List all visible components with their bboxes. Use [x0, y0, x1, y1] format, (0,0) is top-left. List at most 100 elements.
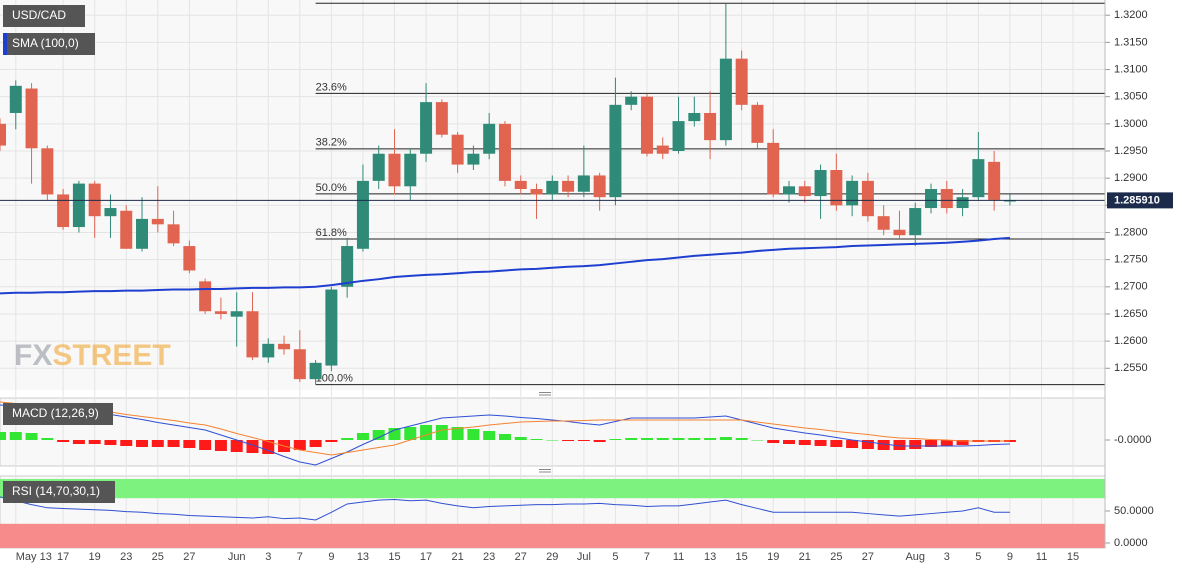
fib-label: 61.8%	[316, 227, 347, 239]
histogram-bar	[688, 438, 701, 440]
candle-body	[262, 343, 275, 358]
sma-label[interactable]: SMA (100,0)	[12, 36, 79, 50]
histogram-bar	[672, 438, 685, 440]
candle-body	[420, 102, 433, 154]
histogram-bar	[309, 440, 322, 447]
y-tick-label: 0.0000	[1114, 537, 1148, 549]
candle-body	[214, 311, 227, 314]
macd-badge[interactable]	[3, 403, 113, 425]
x-tick-label: Jul	[577, 551, 591, 563]
candle-body	[577, 175, 590, 192]
histogram-bar	[341, 438, 354, 440]
x-tick-label: 11	[1036, 551, 1047, 563]
candle-body	[814, 170, 827, 197]
y-tick-label: 1.2750	[1114, 254, 1148, 266]
y-tick-label: 1.2650	[1114, 308, 1148, 320]
histogram-bar	[420, 425, 433, 440]
x-tick-label: 7	[644, 551, 650, 563]
candle-body	[735, 58, 748, 105]
candle-body	[388, 153, 401, 187]
histogram-bar	[940, 440, 953, 446]
macd-label[interactable]: MACD (12,26,9)	[12, 406, 99, 420]
candle-body	[435, 102, 448, 135]
histogram-bar	[136, 440, 149, 447]
candle-body	[546, 180, 559, 195]
symbol-badge[interactable]	[3, 5, 85, 27]
x-tick-label: 13	[704, 551, 716, 563]
histogram-bar	[72, 440, 85, 444]
x-tick-label: 25	[830, 551, 842, 563]
candle-body	[656, 145, 669, 154]
candle-body	[609, 104, 622, 198]
candle-body	[9, 85, 22, 113]
histogram-bar	[41, 438, 54, 440]
candle-body	[246, 311, 259, 358]
candle-body	[830, 170, 843, 206]
candle-body	[798, 186, 811, 197]
fib-label: 50.0%	[316, 182, 347, 194]
candle-body	[672, 121, 685, 152]
histogram-bar	[356, 433, 369, 440]
x-tick-label: 7	[297, 551, 303, 563]
x-tick-label: 23	[483, 551, 495, 563]
histogram-bar	[704, 438, 717, 440]
candle-body	[309, 362, 322, 380]
candle-body	[293, 349, 306, 380]
candle-body	[688, 112, 701, 122]
candle-body	[562, 180, 575, 192]
rsi-badge[interactable]	[3, 481, 115, 503]
rsi-label[interactable]: RSI (14,70,30,1)	[12, 484, 100, 498]
rsi-line	[0, 496, 1010, 521]
histogram-bar	[719, 437, 732, 440]
histogram-bar	[846, 440, 859, 448]
x-tick-label: 27	[862, 551, 874, 563]
histogram-bar	[640, 438, 653, 440]
candle-body	[530, 189, 543, 195]
candle-body	[120, 210, 133, 249]
candle-body	[846, 180, 859, 206]
candle-body	[514, 180, 527, 190]
histogram-bar	[246, 440, 259, 453]
candle-body	[57, 194, 70, 228]
x-tick-label: 29	[546, 551, 558, 563]
x-tick-label: 13	[357, 551, 369, 563]
candle-body	[0, 123, 6, 146]
histogram-bar	[830, 440, 843, 447]
candle-body	[1003, 200, 1016, 202]
histogram-bar	[404, 427, 417, 440]
last-price-box	[1107, 192, 1173, 209]
x-tick-label: 25	[152, 551, 164, 563]
candle-body	[956, 197, 969, 209]
candle-body	[719, 58, 732, 141]
candle-body	[909, 208, 922, 236]
x-tick-label: 19	[767, 551, 779, 563]
candle-body	[877, 216, 890, 230]
y-tick-label: 1.2800	[1114, 226, 1148, 238]
histogram-bar	[861, 440, 874, 449]
x-tick-label: Jun	[228, 551, 246, 563]
histogram-bar	[214, 440, 227, 451]
watermark-street: STREET	[52, 339, 170, 372]
x-tick-label: 23	[120, 551, 132, 563]
candle-body	[498, 123, 511, 181]
histogram-bar	[435, 425, 448, 440]
histogram-bar	[483, 431, 496, 440]
histogram-bar	[57, 440, 70, 442]
macd-line	[0, 404, 1010, 466]
candle-body	[640, 96, 653, 154]
x-tick-label: 15	[736, 551, 748, 563]
candle-body	[783, 186, 795, 195]
histogram-bar	[798, 440, 811, 445]
symbol-label[interactable]: USD/CAD	[12, 8, 66, 22]
histogram-bar	[593, 440, 606, 442]
histogram-bar	[0, 432, 6, 440]
histogram-bar	[199, 440, 212, 450]
candle-body	[767, 142, 780, 195]
histogram-bar	[262, 440, 275, 454]
x-tick-label: 19	[89, 551, 101, 563]
sma-swatch	[3, 33, 7, 55]
candle-body	[136, 218, 149, 249]
sma-badge[interactable]	[3, 33, 95, 55]
x-tick-label: 3	[265, 551, 271, 563]
